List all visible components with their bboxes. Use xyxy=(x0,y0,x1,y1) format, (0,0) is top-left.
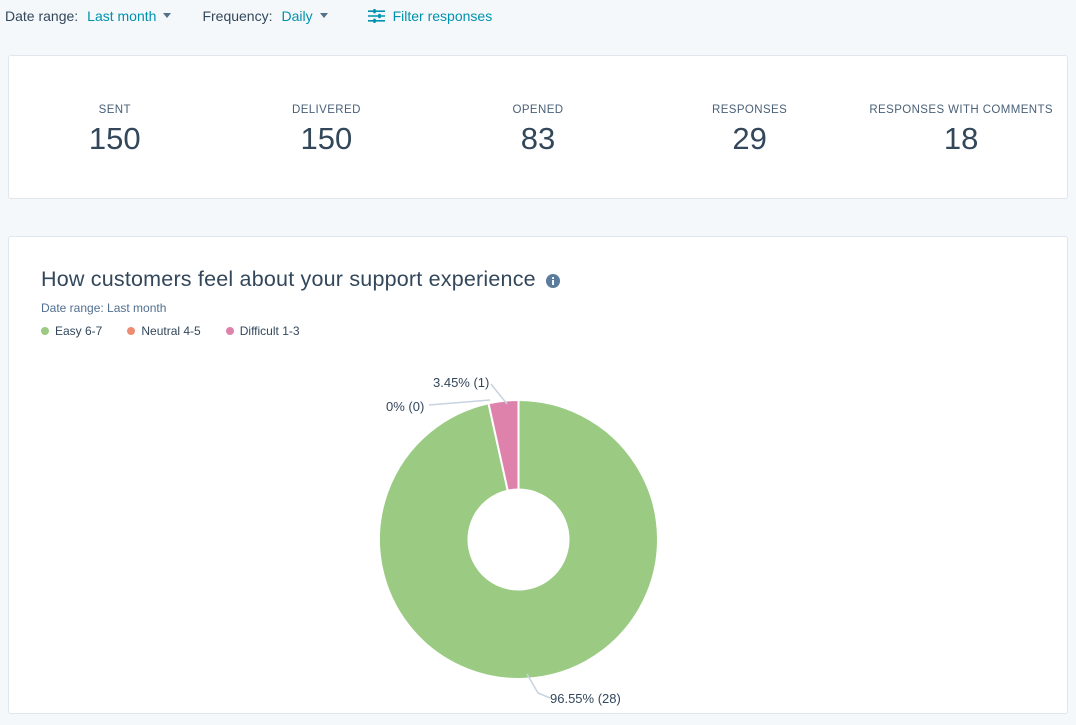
chart-legend: Easy 6-7 Neutral 4-5 Difficult 1-3 xyxy=(41,324,1035,338)
donut-slice-easy-6-7[interactable] xyxy=(378,399,659,680)
stat-value: 83 xyxy=(520,120,556,156)
donut-chart xyxy=(378,383,659,699)
slice-callout-easy: 96.55% (28) xyxy=(550,691,621,706)
chevron-down-icon xyxy=(163,13,172,18)
slice-callout-neutral: 0% (0) xyxy=(386,399,425,414)
legend-label: Easy 6-7 xyxy=(55,324,103,338)
chart-date-range: Date range: Last month xyxy=(41,301,167,315)
legend-label: Difficult 1-3 xyxy=(239,324,300,338)
stat-label: RESPONSES WITH COMMENTS xyxy=(869,103,1053,116)
feedback-chart-card: How customers feel about your support ex… xyxy=(8,236,1068,714)
date-range-value: Last month xyxy=(87,7,157,24)
stat-opened: OPENED 83 xyxy=(432,98,644,157)
stat-responses-with-comments: RESPONSES WITH COMMENTS 18 xyxy=(855,98,1067,157)
filter-responses-button[interactable]: Filter responses xyxy=(367,7,493,24)
legend-dot-difficult-icon xyxy=(225,327,234,335)
legend-dot-neutral-icon xyxy=(127,327,136,335)
stat-label: DELIVERED xyxy=(291,103,361,116)
callout-leader-line xyxy=(490,383,508,405)
filter-toolbar: Date range: Last month Frequency: Daily … xyxy=(0,0,1076,31)
chevron-down-icon xyxy=(319,13,328,18)
legend-item-easy[interactable]: Easy 6-7 xyxy=(41,324,102,338)
chart-title-row: How customers feel about your support ex… xyxy=(41,267,1035,292)
frequency-label: Frequency: xyxy=(202,7,273,24)
slice-callout-difficult: 3.45% (1) xyxy=(433,375,490,390)
survey-stats-card: SENT 150 DELIVERED 150 OPENED 83 RESPONS… xyxy=(8,55,1068,199)
legend-dot-easy-icon xyxy=(41,327,49,335)
frequency-value: Daily xyxy=(281,7,313,24)
stat-label: RESPONSES xyxy=(711,103,788,116)
stat-value: 29 xyxy=(732,120,767,156)
legend-item-difficult[interactable]: Difficult 1-3 xyxy=(225,324,300,338)
donut-slice-difficult-1-3[interactable] xyxy=(487,399,520,492)
stat-label: OPENED xyxy=(512,103,564,116)
stat-value: 150 xyxy=(88,120,141,156)
date-range-label: Date range: xyxy=(5,7,79,24)
frequency-dropdown[interactable]: Daily xyxy=(281,7,328,24)
chart-title: How customers feel about your support ex… xyxy=(41,267,536,291)
callout-leader-line xyxy=(428,399,491,406)
chart-header: How customers feel about your support ex… xyxy=(9,237,1067,338)
stat-value: 150 xyxy=(300,120,353,156)
stat-label: SENT xyxy=(98,103,131,116)
callout-leader-line xyxy=(526,673,551,699)
legend-label: Neutral 4-5 xyxy=(141,324,201,338)
stat-value: 18 xyxy=(943,120,979,156)
date-range-dropdown[interactable]: Last month xyxy=(87,7,172,24)
stat-sent: SENT 150 xyxy=(9,98,221,157)
legend-item-neutral[interactable]: Neutral 4-5 xyxy=(127,324,201,338)
stat-delivered: DELIVERED 150 xyxy=(221,98,433,157)
filter-responses-label: Filter responses xyxy=(392,7,493,24)
info-icon[interactable] xyxy=(545,274,560,288)
filter-sliders-icon xyxy=(367,8,385,23)
stat-responses: RESPONSES 29 xyxy=(644,98,856,157)
